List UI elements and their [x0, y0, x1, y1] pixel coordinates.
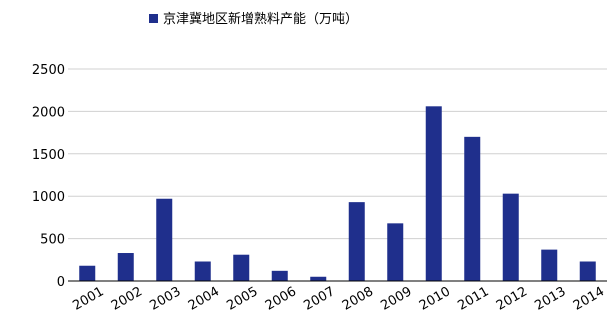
x-tick-label: 2002	[109, 284, 145, 314]
bar-2011	[464, 136, 481, 281]
bar-2006	[271, 270, 288, 281]
x-tick-label: 2004	[186, 284, 222, 314]
bar-2009	[387, 223, 404, 281]
x-tick-label: 2001	[70, 284, 106, 314]
bar-2012	[502, 193, 519, 281]
bar-2013	[541, 249, 558, 281]
y-tick-label: 2000	[32, 105, 65, 120]
x-tick-label: 2013	[532, 284, 568, 314]
bar-2010	[425, 106, 442, 281]
bar-2007	[310, 276, 327, 281]
x-tick-label: 2012	[494, 284, 530, 314]
bar-2004	[194, 261, 211, 281]
x-tick-label: 2011	[455, 284, 491, 314]
x-tick-label: 2014	[571, 284, 607, 314]
y-tick-label: 1000	[32, 190, 65, 205]
legend: 京津冀地区新增熟料产能（万吨）	[149, 11, 358, 27]
bar-2014	[579, 261, 596, 281]
bars	[79, 106, 596, 281]
y-tick-label: 2500	[32, 63, 65, 78]
y-tick-label: 1500	[32, 148, 65, 163]
y-tick-label: 500	[40, 233, 65, 248]
gridlines	[68, 68, 607, 240]
x-tick-label: 2006	[263, 284, 299, 314]
bar-2008	[348, 202, 365, 281]
bar-2003	[156, 198, 173, 281]
y-tick-label: 0	[57, 275, 65, 290]
legend-swatch	[149, 14, 158, 23]
x-tick-label: 2008	[340, 284, 376, 314]
x-axis-ticks: 2001 2002 2003 2004 2005 2006 2007 2008 2009 2010…	[70, 284, 607, 314]
bar-2002	[117, 253, 134, 281]
legend-label: 京津冀地区新增熟料产能（万吨）	[163, 11, 358, 27]
x-tick-label: 2007	[301, 284, 337, 314]
bar-2001	[79, 265, 96, 281]
x-tick-label: 2005	[224, 284, 260, 314]
x-tick-label: 2003	[147, 284, 183, 314]
bar-2005	[233, 254, 250, 281]
y-axis-ticks: 0 500 1000 1500 2000 2500	[32, 63, 65, 290]
x-tick-label: 2009	[378, 284, 414, 314]
x-tick-label: 2010	[417, 284, 453, 314]
